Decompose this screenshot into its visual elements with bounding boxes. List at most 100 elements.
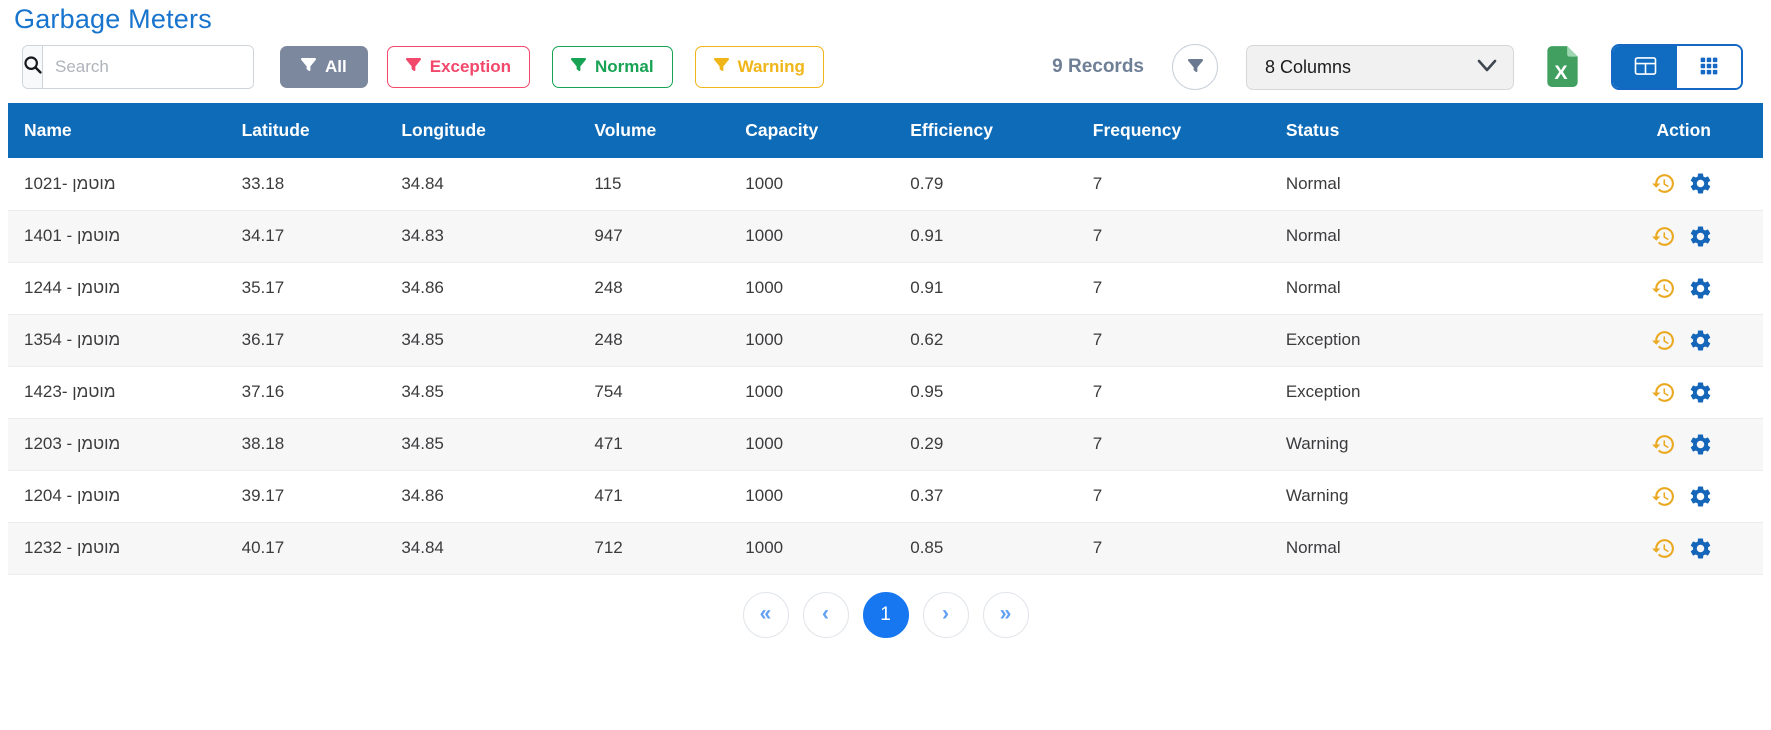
funnel-icon: [406, 57, 421, 77]
table-row: 1021- מוטמן33.1834.8411510000.797Normal: [8, 158, 1763, 210]
cell-volume: 947: [578, 210, 729, 262]
filter-button-label: Exception: [430, 57, 511, 77]
cell-name: 1423- מוטמן: [8, 366, 226, 418]
cell-frequency: 7: [1077, 158, 1270, 210]
grid-view-icon: [1699, 56, 1719, 79]
cell-action: [1447, 522, 1763, 574]
gear-icon: [1688, 224, 1713, 249]
table-row: 1203 - מוטמן38.1834.8547110000.297Warnin…: [8, 418, 1763, 470]
gear-icon: [1688, 380, 1713, 405]
cell-latitude: 36.17: [226, 314, 386, 366]
row-settings-button[interactable]: [1682, 328, 1719, 353]
row-history-button[interactable]: [1645, 536, 1682, 561]
row-settings-button[interactable]: [1682, 432, 1719, 457]
filter-menu-button[interactable]: [1172, 44, 1218, 90]
search-group: [22, 45, 254, 89]
row-history-button[interactable]: [1645, 328, 1682, 353]
table-header: NameLatitudeLongitudeVolumeCapacityEffic…: [8, 103, 1763, 158]
history-icon: [1651, 171, 1676, 196]
history-icon: [1651, 536, 1676, 561]
cell-efficiency: 0.79: [894, 158, 1077, 210]
row-settings-button[interactable]: [1682, 171, 1719, 196]
cell-capacity: 1000: [729, 470, 894, 522]
row-history-button[interactable]: [1645, 432, 1682, 457]
filter-button-normal[interactable]: Normal: [552, 46, 673, 88]
history-icon: [1651, 380, 1676, 405]
row-settings-button[interactable]: [1682, 484, 1719, 509]
history-icon: [1651, 484, 1676, 509]
gear-icon: [1688, 276, 1713, 301]
cell-latitude: 38.18: [226, 418, 386, 470]
history-icon: [1651, 276, 1676, 301]
filter-button-all[interactable]: All: [280, 46, 368, 88]
table-header-row: NameLatitudeLongitudeVolumeCapacityEffic…: [8, 103, 1763, 158]
cell-status: Warning: [1270, 418, 1447, 470]
search-button[interactable]: [23, 46, 43, 88]
filter-button-exception[interactable]: Exception: [387, 46, 530, 88]
cell-efficiency: 0.95: [894, 366, 1077, 418]
column-header-volume: Volume: [578, 103, 729, 158]
pagination-next-button[interactable]: ›: [923, 592, 969, 638]
filter-button-warning[interactable]: Warning: [695, 46, 824, 88]
column-header-action: Action: [1447, 103, 1763, 158]
cell-efficiency: 0.85: [894, 522, 1077, 574]
column-header-latitude: Latitude: [226, 103, 386, 158]
cell-frequency: 7: [1077, 418, 1270, 470]
columns-select[interactable]: 8 Columns: [1246, 45, 1514, 90]
table-row: 1423- מוטמן37.1634.8575410000.957Excepti…: [8, 366, 1763, 418]
cell-capacity: 1000: [729, 158, 894, 210]
row-history-button[interactable]: [1645, 380, 1682, 405]
gear-icon: [1688, 171, 1713, 196]
history-icon: [1651, 224, 1676, 249]
grid-view-button[interactable]: [1677, 46, 1741, 88]
table-view-button[interactable]: [1613, 46, 1677, 88]
cell-action: [1447, 366, 1763, 418]
cell-name: 1021- מוטמן: [8, 158, 226, 210]
cell-capacity: 1000: [729, 366, 894, 418]
row-history-button[interactable]: [1645, 276, 1682, 301]
filter-buttons-container: All Exception Normal Warning: [254, 46, 824, 88]
row-history-button[interactable]: [1645, 171, 1682, 196]
row-settings-button[interactable]: [1682, 536, 1719, 561]
history-icon: [1651, 432, 1676, 457]
cell-frequency: 7: [1077, 262, 1270, 314]
cell-capacity: 1000: [729, 262, 894, 314]
filter-button-label: Normal: [595, 57, 654, 77]
records-count: 9 Records: [1052, 56, 1144, 78]
row-settings-button[interactable]: [1682, 224, 1719, 249]
cell-action: [1447, 262, 1763, 314]
cell-action: [1447, 470, 1763, 522]
row-history-button[interactable]: [1645, 224, 1682, 249]
pagination-prev-button[interactable]: ‹: [803, 592, 849, 638]
cell-longitude: 34.83: [385, 210, 578, 262]
cell-volume: 115: [578, 158, 729, 210]
cell-efficiency: 0.91: [894, 210, 1077, 262]
cell-latitude: 39.17: [226, 470, 386, 522]
cell-capacity: 1000: [729, 522, 894, 574]
gear-icon: [1688, 432, 1713, 457]
cell-longitude: 34.86: [385, 470, 578, 522]
cell-longitude: 34.84: [385, 158, 578, 210]
cell-frequency: 7: [1077, 210, 1270, 262]
cell-latitude: 33.18: [226, 158, 386, 210]
export-excel-button[interactable]: X: [1546, 45, 1579, 90]
row-settings-button[interactable]: [1682, 276, 1719, 301]
pagination-first-button[interactable]: «: [743, 592, 789, 638]
cell-latitude: 37.16: [226, 366, 386, 418]
cell-name: 1354 - מוטמן: [8, 314, 226, 366]
cell-volume: 754: [578, 366, 729, 418]
pagination-page-button[interactable]: 1: [863, 592, 909, 638]
pagination-last-button[interactable]: »: [983, 592, 1029, 638]
column-header-efficiency: Efficiency: [894, 103, 1077, 158]
cell-capacity: 1000: [729, 314, 894, 366]
search-input[interactable]: [43, 46, 254, 88]
row-history-button[interactable]: [1645, 484, 1682, 509]
table-row: 1354 - מוטמן36.1734.8524810000.627Except…: [8, 314, 1763, 366]
row-settings-button[interactable]: [1682, 380, 1719, 405]
cell-status: Normal: [1270, 158, 1447, 210]
cell-volume: 248: [578, 314, 729, 366]
cell-action: [1447, 314, 1763, 366]
toolbar: All Exception Normal Warning 9 Records 8 Co…: [22, 45, 1743, 89]
cell-frequency: 7: [1077, 522, 1270, 574]
search-icon: [23, 55, 42, 79]
